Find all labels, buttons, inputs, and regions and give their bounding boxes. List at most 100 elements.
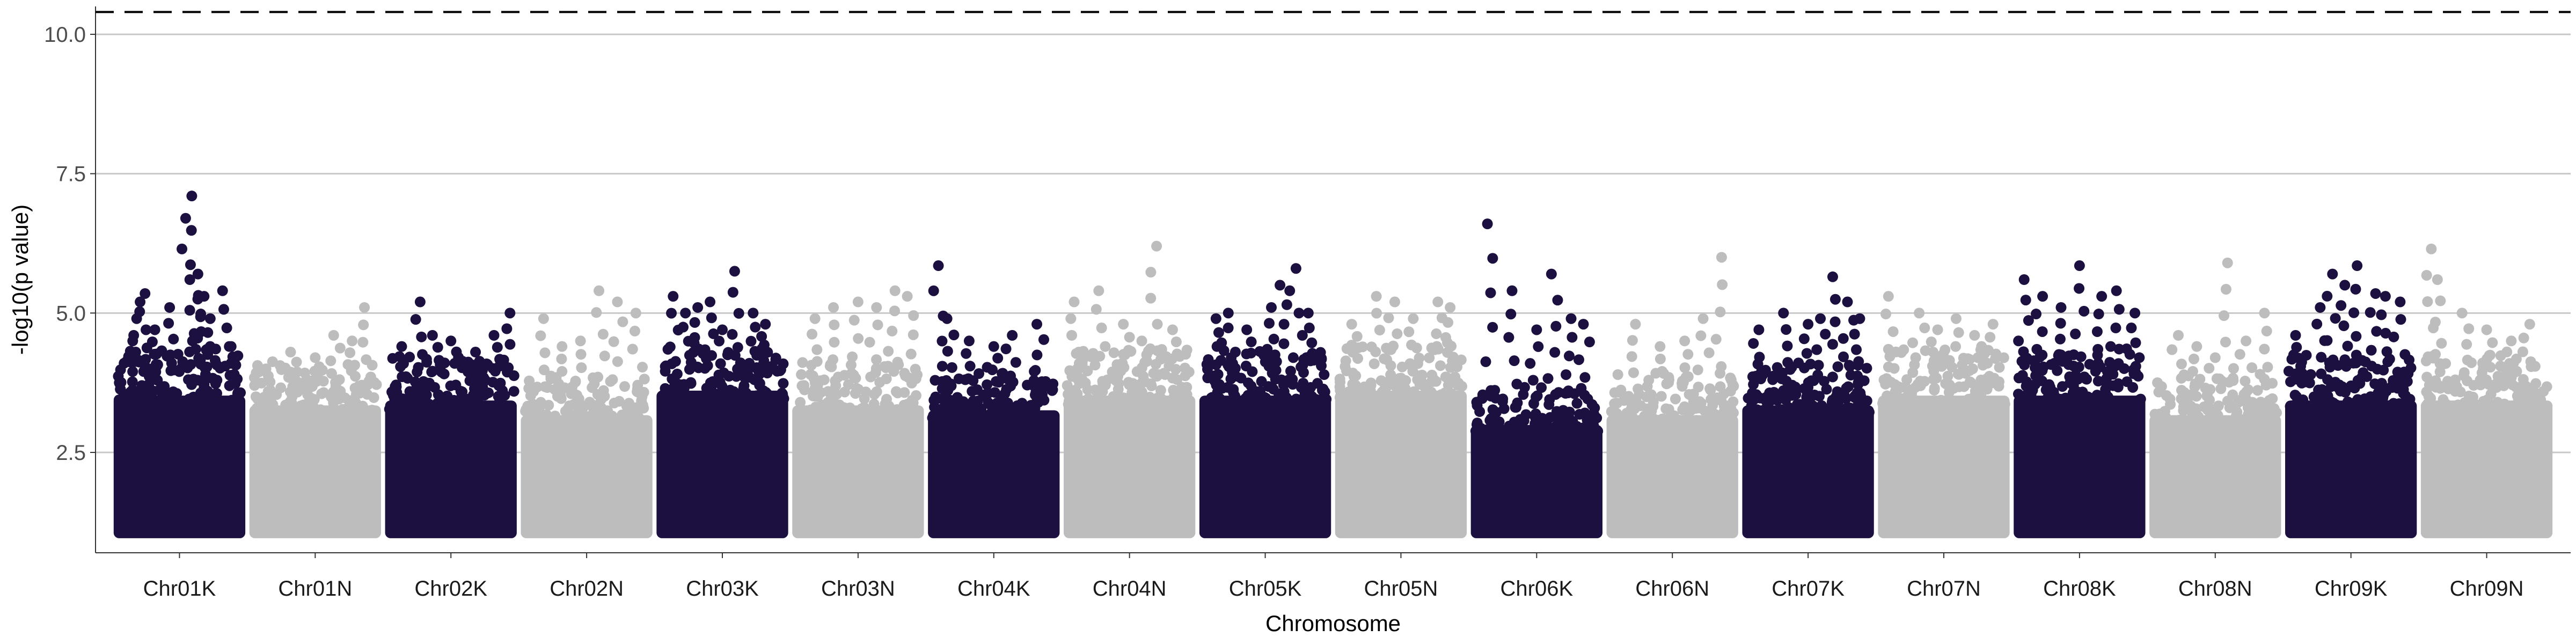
data-point bbox=[556, 353, 567, 364]
data-point bbox=[304, 379, 316, 390]
data-point bbox=[1340, 355, 1351, 367]
data-point bbox=[2020, 295, 2031, 306]
data-point bbox=[992, 353, 1004, 364]
data-point bbox=[687, 347, 699, 358]
data-point bbox=[2255, 369, 2266, 380]
data-point bbox=[1511, 378, 1523, 390]
data-point bbox=[599, 350, 610, 362]
point-bulk bbox=[1742, 405, 1874, 538]
data-point bbox=[1907, 337, 1918, 348]
data-point bbox=[1181, 345, 1192, 356]
data-point bbox=[1385, 360, 1396, 371]
data-point-peak bbox=[1408, 313, 1419, 324]
point-bulk bbox=[1199, 396, 1331, 538]
data-point bbox=[524, 375, 535, 386]
data-point-peak bbox=[285, 347, 296, 358]
data-point bbox=[596, 418, 608, 429]
data-point bbox=[1172, 348, 1183, 360]
data-point bbox=[741, 364, 752, 375]
data-point bbox=[276, 405, 287, 416]
data-point bbox=[729, 350, 741, 361]
data-point bbox=[1136, 386, 1147, 398]
data-point bbox=[137, 398, 149, 409]
data-point bbox=[2352, 354, 2363, 365]
data-point bbox=[2055, 318, 2066, 329]
data-point-peak bbox=[2074, 260, 2085, 272]
data-point-peak bbox=[933, 260, 944, 272]
data-point bbox=[2038, 361, 2049, 372]
data-point bbox=[474, 356, 485, 367]
point-bulk bbox=[1878, 396, 2010, 538]
data-point bbox=[127, 366, 138, 377]
data-point bbox=[2518, 332, 2529, 343]
data-point bbox=[1790, 407, 1802, 419]
data-point-peak bbox=[2096, 291, 2107, 302]
data-point-peak bbox=[2315, 302, 2326, 313]
data-point bbox=[669, 375, 680, 386]
data-point bbox=[2389, 404, 2400, 415]
data-point-peak bbox=[204, 313, 216, 324]
data-point bbox=[1584, 336, 1595, 348]
data-point bbox=[1417, 393, 1429, 404]
data-point-peak bbox=[1565, 313, 1577, 324]
data-point bbox=[1642, 380, 1653, 392]
data-point bbox=[291, 367, 303, 378]
data-point bbox=[689, 332, 700, 343]
data-point bbox=[2501, 346, 2513, 357]
data-point bbox=[2153, 386, 2164, 398]
data-point bbox=[326, 368, 337, 379]
data-point-peak bbox=[1007, 330, 1018, 341]
data-point bbox=[836, 408, 847, 420]
data-point-peak bbox=[941, 313, 953, 324]
data-point bbox=[2469, 398, 2480, 409]
data-point bbox=[1414, 353, 1425, 364]
data-point-peak bbox=[809, 313, 821, 324]
data-point bbox=[2027, 398, 2038, 409]
data-point bbox=[985, 399, 996, 411]
point-bulk bbox=[2149, 415, 2281, 538]
data-point bbox=[2031, 343, 2043, 355]
data-point bbox=[1628, 367, 1639, 378]
data-point bbox=[1977, 397, 1988, 408]
data-point bbox=[848, 369, 859, 380]
data-point bbox=[1845, 402, 1856, 414]
data-point bbox=[1811, 344, 1823, 355]
data-point bbox=[1695, 398, 1706, 409]
data-point bbox=[1352, 353, 1363, 364]
data-point bbox=[1431, 328, 1442, 339]
point-bulk bbox=[1335, 390, 1467, 538]
data-point bbox=[2246, 362, 2258, 374]
data-point bbox=[733, 308, 744, 319]
data-point bbox=[2513, 401, 2524, 412]
data-point bbox=[2421, 371, 2433, 383]
data-point bbox=[2508, 357, 2519, 369]
data-point bbox=[964, 361, 976, 372]
data-point bbox=[1385, 344, 1396, 355]
data-point bbox=[2031, 309, 2042, 320]
data-point bbox=[2119, 363, 2130, 374]
data-point bbox=[416, 331, 427, 342]
data-point bbox=[1801, 392, 1812, 403]
data-point bbox=[1612, 398, 1623, 409]
data-point bbox=[1278, 319, 1290, 330]
data-point-peak bbox=[1716, 252, 1727, 263]
data-point bbox=[495, 377, 506, 389]
data-point bbox=[2021, 376, 2032, 387]
data-point bbox=[2054, 333, 2066, 345]
data-point bbox=[1031, 396, 1043, 407]
data-point bbox=[750, 321, 761, 333]
data-point bbox=[1944, 355, 1955, 366]
data-point-peak bbox=[557, 341, 568, 352]
data-point bbox=[181, 399, 193, 410]
data-point bbox=[267, 407, 279, 418]
data-point bbox=[1445, 377, 1456, 388]
data-point bbox=[291, 356, 302, 368]
data-point bbox=[494, 401, 506, 412]
data-point bbox=[881, 408, 892, 420]
data-point bbox=[1709, 418, 1720, 429]
data-point bbox=[349, 371, 361, 382]
data-point bbox=[887, 325, 898, 336]
data-point bbox=[330, 380, 341, 392]
data-point bbox=[1827, 339, 1838, 350]
data-point bbox=[265, 385, 276, 396]
